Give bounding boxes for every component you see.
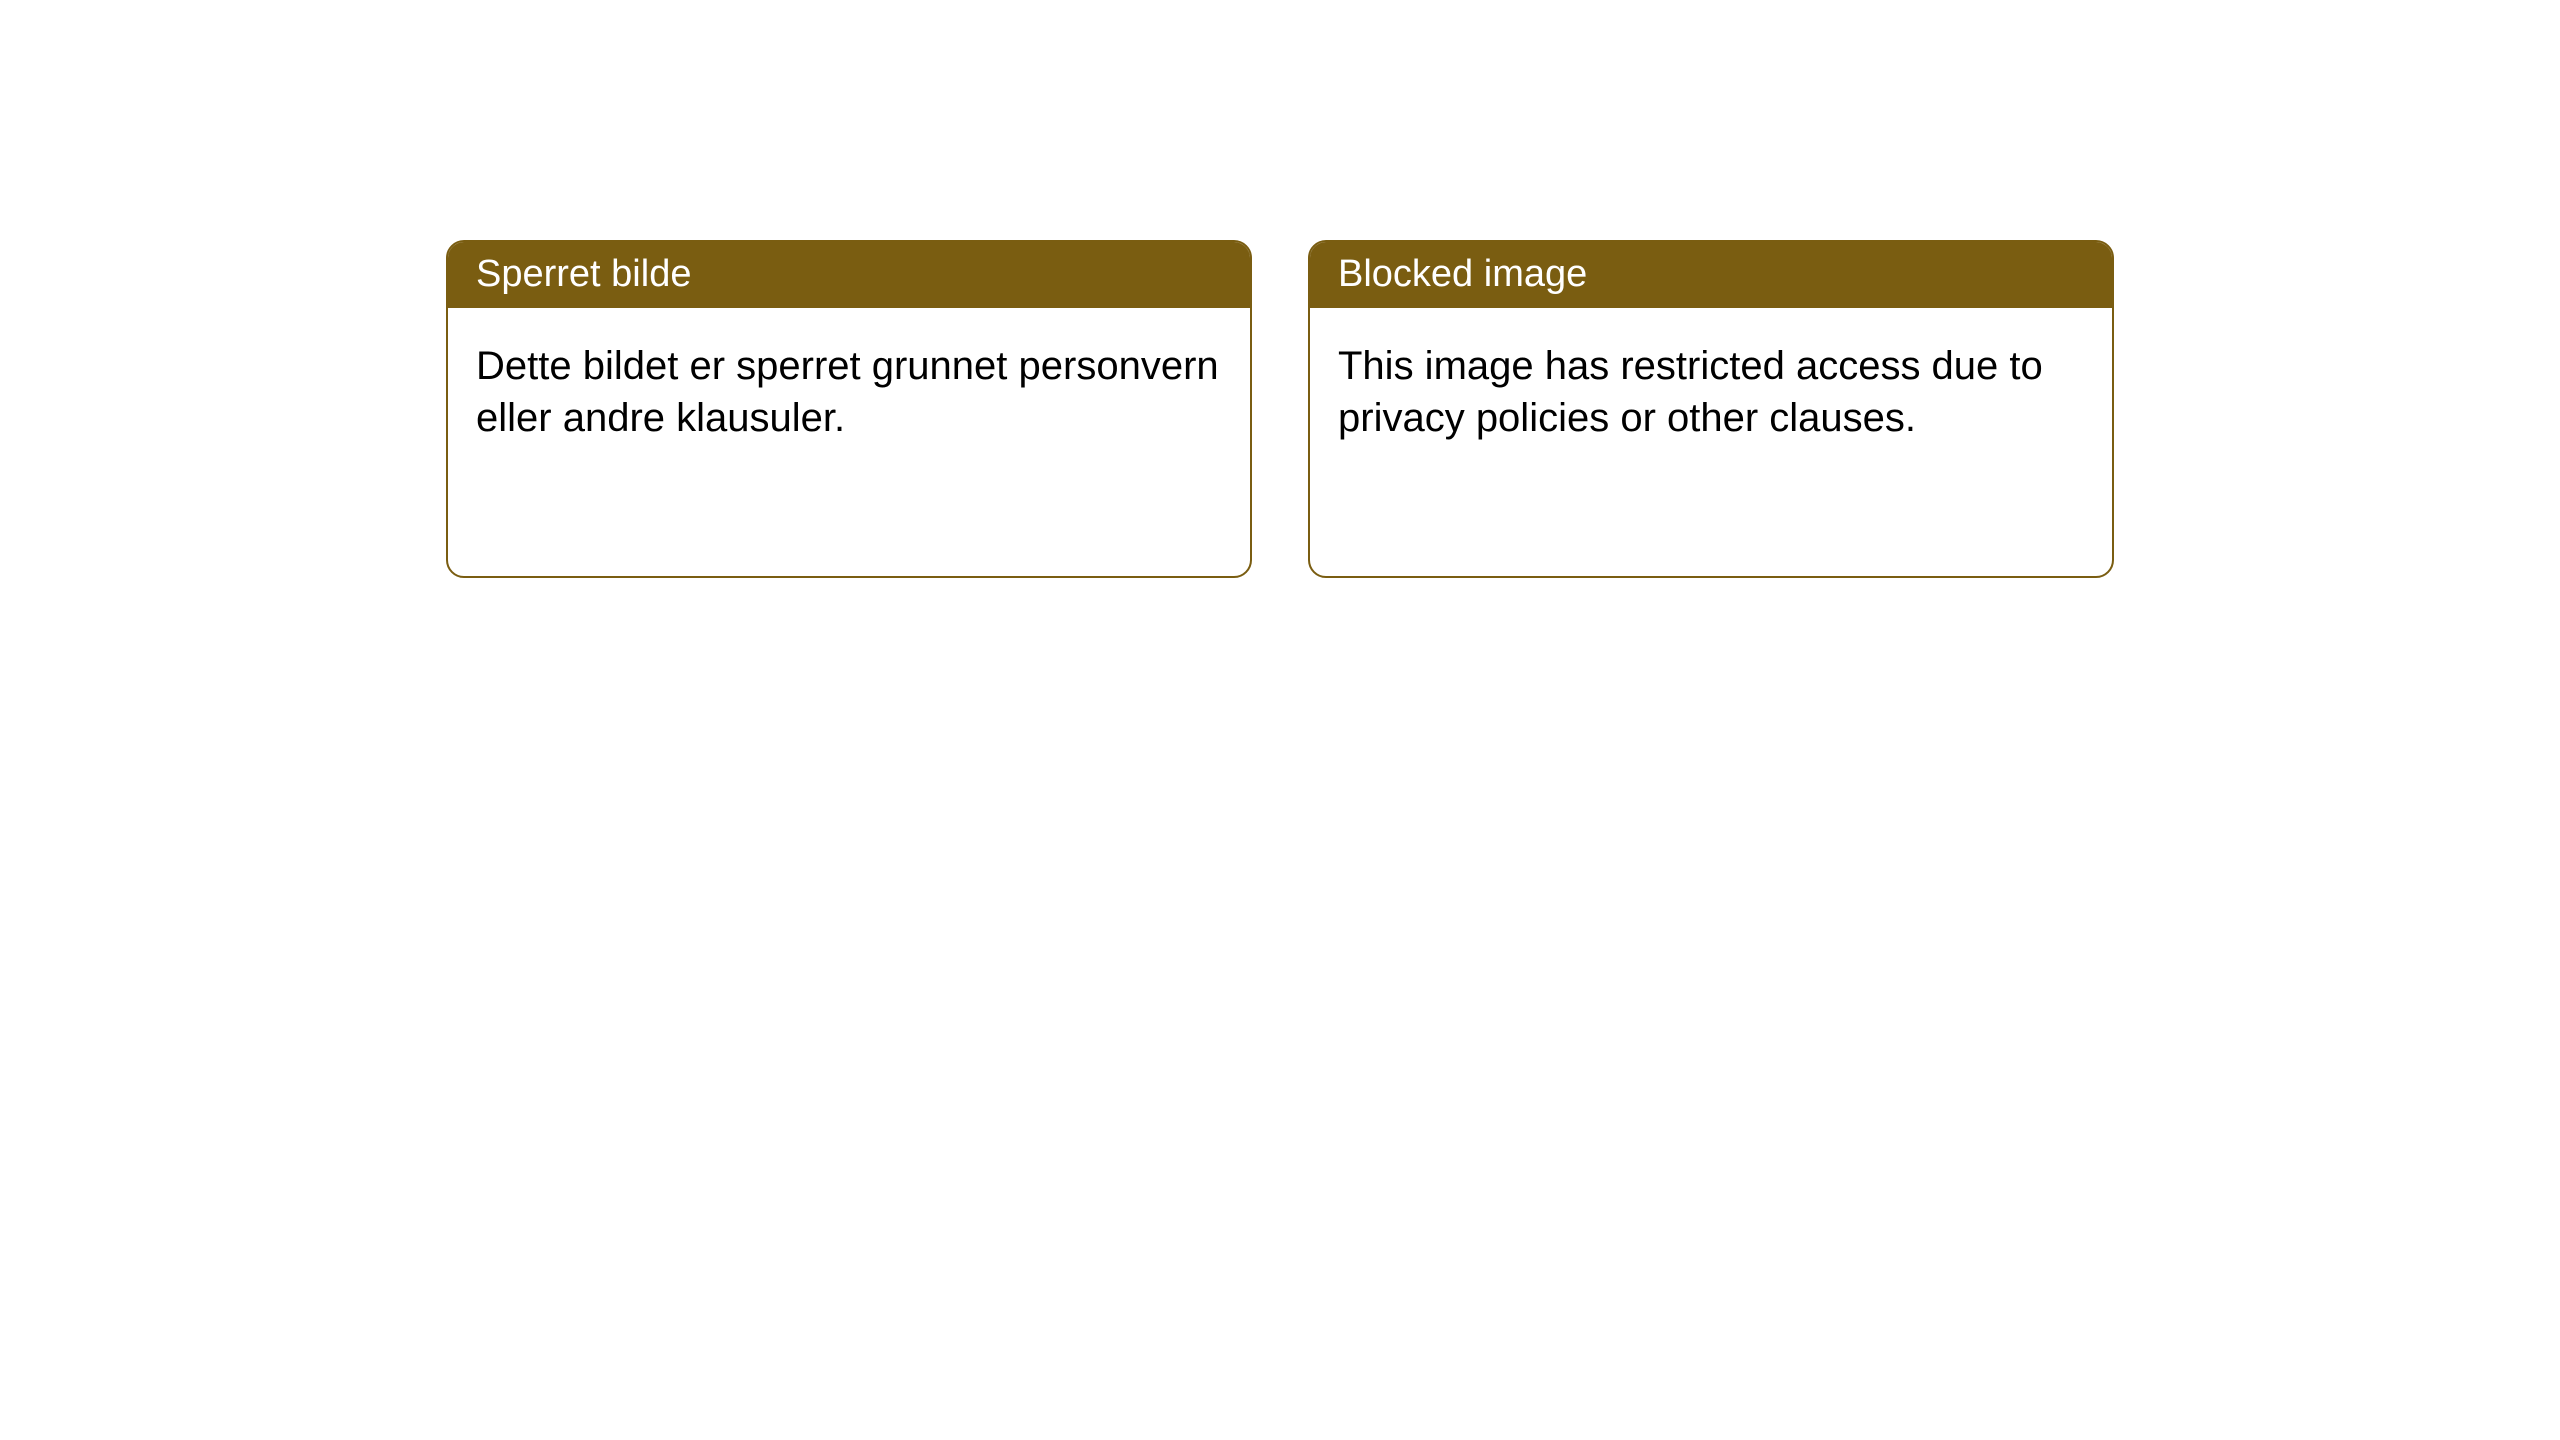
card-body: This image has restricted access due to … <box>1310 308 2112 478</box>
cards-container: Sperret bilde Dette bildet er sperret gr… <box>446 240 2114 578</box>
card-body-text: Dette bildet er sperret grunnet personve… <box>476 344 1219 441</box>
blocked-image-card-en: Blocked image This image has restricted … <box>1308 240 2114 578</box>
card-body: Dette bildet er sperret grunnet personve… <box>448 308 1250 478</box>
card-header: Sperret bilde <box>448 242 1250 308</box>
card-title: Sperret bilde <box>476 253 691 295</box>
card-body-text: This image has restricted access due to … <box>1338 344 2043 441</box>
card-header: Blocked image <box>1310 242 2112 308</box>
blocked-image-card-no: Sperret bilde Dette bildet er sperret gr… <box>446 240 1252 578</box>
card-title: Blocked image <box>1338 253 1587 295</box>
